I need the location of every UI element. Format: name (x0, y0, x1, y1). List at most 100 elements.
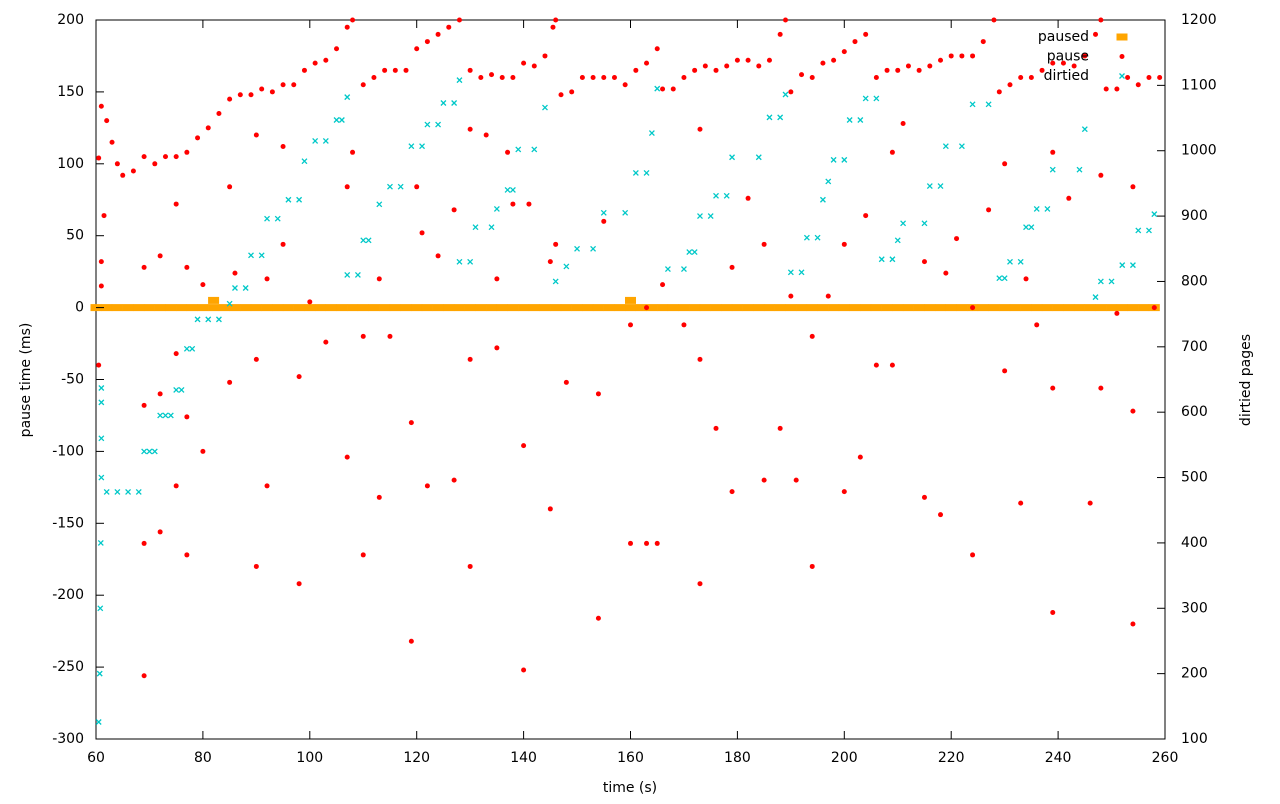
point (98, 259, 104, 265)
point (387, 183, 393, 190)
point (1119, 262, 1126, 269)
point (921, 220, 928, 227)
x-tick-label: 240 (1045, 750, 1072, 766)
point (902, 304, 914, 312)
point (493, 205, 500, 212)
point (921, 259, 927, 265)
point (419, 143, 426, 150)
point (296, 581, 302, 587)
point (424, 39, 430, 45)
point (622, 82, 628, 88)
point (985, 101, 992, 108)
point (178, 386, 185, 393)
point (152, 161, 158, 167)
point (825, 178, 832, 185)
point (729, 489, 735, 495)
plot-border (95, 19, 1166, 740)
point (122, 304, 134, 312)
point (240, 304, 252, 312)
point (787, 269, 794, 276)
point (1066, 195, 1072, 201)
point (1157, 75, 1163, 81)
point (344, 24, 350, 30)
point (397, 183, 404, 190)
point (592, 304, 604, 312)
point (184, 149, 190, 155)
point (595, 391, 601, 397)
point (809, 563, 815, 569)
point (803, 234, 810, 241)
point (678, 304, 690, 312)
point (467, 258, 474, 265)
x-axis-label: time (s) (603, 780, 657, 796)
point (1116, 304, 1128, 312)
point (905, 63, 911, 69)
point (913, 304, 925, 312)
point (938, 512, 944, 518)
point (173, 154, 179, 160)
marks (90, 17, 1163, 725)
point (1031, 304, 1043, 312)
point (777, 114, 784, 121)
point (507, 304, 519, 312)
point (1135, 82, 1141, 88)
point (205, 316, 212, 323)
point (852, 39, 858, 45)
point (189, 345, 196, 352)
point (809, 75, 815, 81)
point (830, 156, 837, 163)
point (539, 304, 551, 312)
point (644, 60, 650, 66)
point (670, 86, 676, 92)
point (96, 362, 102, 368)
point (889, 256, 896, 263)
y2-tick-label: 200 (1181, 666, 1208, 682)
point (1093, 31, 1099, 37)
point (1050, 385, 1056, 391)
point (141, 402, 147, 408)
point (1092, 294, 1099, 301)
point (542, 104, 548, 111)
point (614, 304, 626, 312)
point (809, 333, 815, 339)
point (98, 435, 105, 442)
point (713, 425, 719, 431)
point (237, 92, 243, 98)
point (625, 304, 636, 312)
point (98, 103, 104, 109)
point (644, 305, 650, 311)
point (937, 183, 944, 189)
point (154, 304, 166, 312)
y-tick-label: -200 (52, 587, 84, 603)
point (521, 443, 527, 449)
y-tick-label: 150 (57, 84, 84, 100)
point (312, 60, 318, 66)
point (878, 256, 885, 263)
point (942, 143, 949, 150)
point (200, 282, 206, 288)
point (1151, 305, 1157, 311)
y-tick-label: -100 (52, 443, 84, 459)
point (101, 213, 107, 219)
point (197, 304, 209, 312)
point (314, 304, 326, 312)
point (702, 63, 708, 69)
point (793, 477, 799, 483)
point (873, 75, 879, 81)
point (259, 86, 265, 92)
point (571, 304, 583, 312)
point (569, 89, 575, 95)
y-axis-label: pause time (ms) (18, 323, 34, 438)
point (574, 245, 581, 252)
point (563, 263, 570, 270)
point (625, 296, 636, 304)
point (900, 121, 906, 127)
point (644, 540, 650, 546)
point (863, 213, 869, 219)
point (510, 201, 516, 207)
point (1033, 205, 1040, 212)
legend-label: pause (1047, 49, 1089, 65)
point (141, 448, 148, 455)
point (216, 110, 222, 116)
point (1002, 161, 1008, 167)
